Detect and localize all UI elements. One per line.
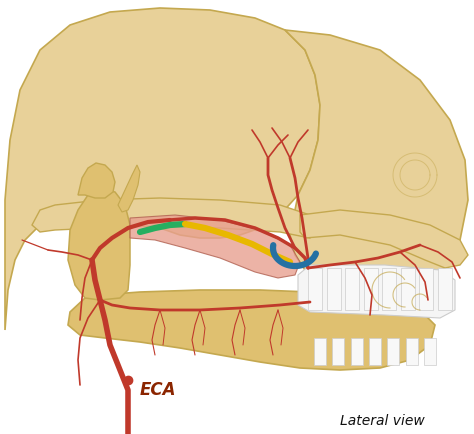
Polygon shape	[32, 198, 315, 238]
Polygon shape	[68, 188, 130, 300]
Polygon shape	[308, 268, 322, 310]
Polygon shape	[424, 338, 436, 365]
Polygon shape	[327, 268, 341, 310]
Polygon shape	[285, 30, 468, 298]
Polygon shape	[300, 210, 468, 268]
Polygon shape	[351, 338, 363, 365]
Polygon shape	[130, 215, 300, 278]
Polygon shape	[401, 268, 415, 310]
Polygon shape	[5, 8, 320, 330]
Polygon shape	[332, 338, 344, 365]
Text: Lateral view: Lateral view	[340, 414, 425, 428]
Polygon shape	[369, 338, 381, 365]
Polygon shape	[364, 268, 378, 310]
Polygon shape	[118, 165, 140, 212]
Polygon shape	[406, 338, 418, 365]
Polygon shape	[438, 268, 452, 310]
Polygon shape	[419, 268, 433, 310]
Text: ECA: ECA	[140, 381, 176, 399]
Polygon shape	[314, 338, 326, 365]
Polygon shape	[298, 265, 455, 318]
Polygon shape	[383, 268, 396, 310]
Polygon shape	[68, 290, 435, 370]
Polygon shape	[78, 163, 115, 198]
Polygon shape	[345, 268, 359, 310]
Polygon shape	[387, 338, 399, 365]
